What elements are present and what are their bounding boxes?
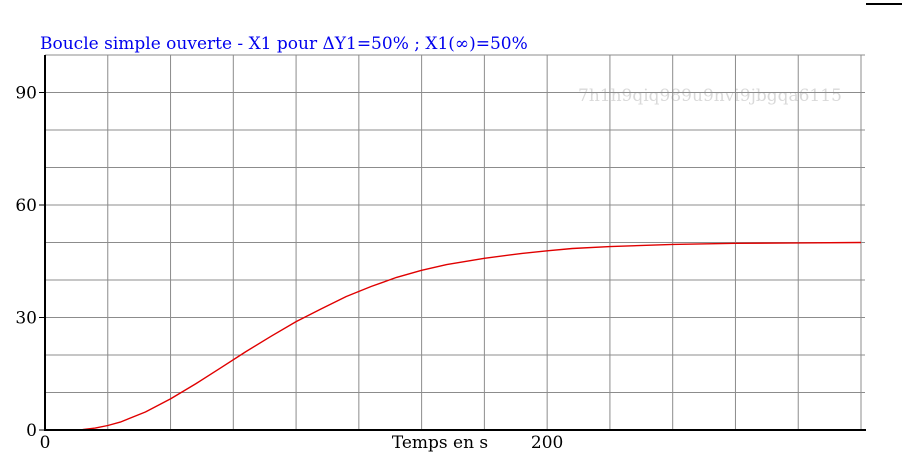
series-layer [45,241,862,431]
y-tick-label: 60 [15,196,37,216]
x-tick-label: 0 [40,433,51,453]
series-line [45,241,862,431]
x-axis-label: Temps en s [392,433,488,453]
top-right-bar [866,3,902,5]
y-tick-label: 0 [26,421,37,441]
watermark: 7h1h9qiq989u9nvi9jbgqa6115 [578,86,842,106]
y-tick-label: 30 [15,309,37,329]
grid [45,54,865,430]
tick-labels: 0 30 60 90 0 200 [15,84,563,454]
chart-title: Boucle simple ouverte - X1 pour ΔY1=50% … [40,34,528,54]
y-tick-label: 90 [15,84,37,104]
axes [39,55,866,431]
x-tick-label: 200 [531,433,563,453]
